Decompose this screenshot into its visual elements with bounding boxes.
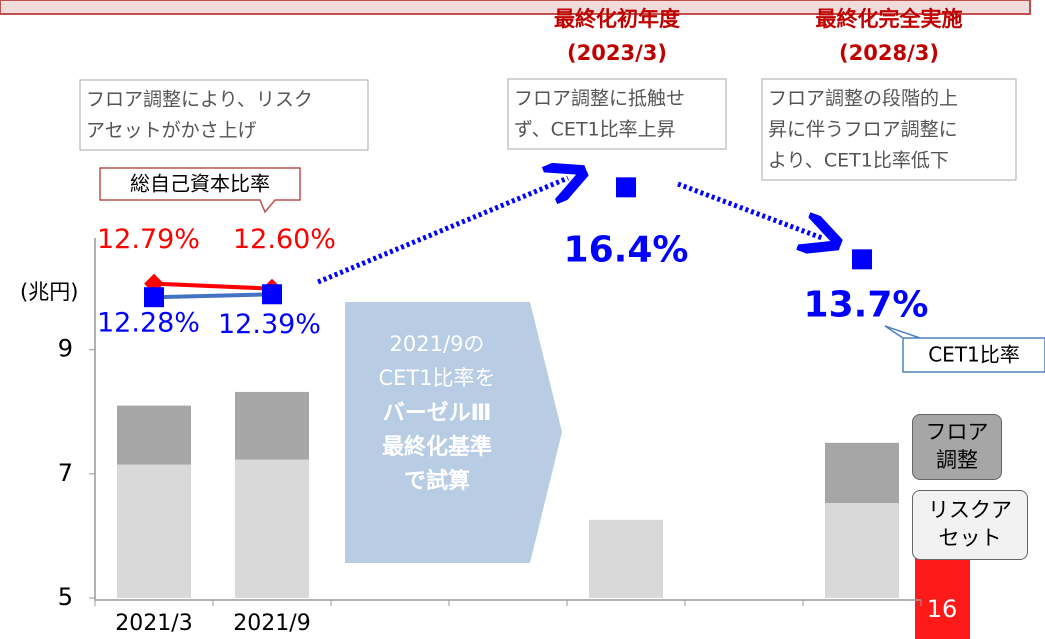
marker xyxy=(262,284,282,305)
bar xyxy=(825,503,899,598)
note-text: 昇に伴うフロア調整に xyxy=(768,119,958,141)
callout-box xyxy=(884,325,1045,373)
callout-text: CET1比率 xyxy=(928,343,1020,367)
value-label: 12.60% xyxy=(233,224,336,255)
value-label: 12.39% xyxy=(218,309,321,340)
ratio-line xyxy=(153,292,273,300)
marker xyxy=(616,177,636,198)
arrow-text-bold: バーゼルⅢ xyxy=(383,401,492,426)
legend-floor: フロア調整 xyxy=(912,414,1002,480)
value-label: 16.4% xyxy=(564,229,689,270)
bar xyxy=(235,459,309,598)
note-box xyxy=(507,78,727,150)
dotted-arrow xyxy=(677,181,822,238)
legend-text: フロア調整 xyxy=(925,420,989,472)
bar xyxy=(589,519,663,598)
x-tick-label: 2021/3 xyxy=(115,611,192,636)
y-tick-label: 9 xyxy=(58,335,73,363)
note-subtitle: (2023/3) xyxy=(567,41,667,65)
marker xyxy=(852,249,872,270)
callout-box xyxy=(99,167,301,214)
note-text: ず、CET1比率上昇 xyxy=(514,119,676,141)
y-tick-label: 5 xyxy=(58,583,73,611)
value-label: 12.28% xyxy=(97,308,200,339)
arrow-text-bold: で試算 xyxy=(404,468,470,494)
note-box xyxy=(761,78,1017,181)
banner xyxy=(0,0,1031,15)
value-label: 13.7% xyxy=(804,284,929,325)
y-tick-label: 7 xyxy=(58,459,73,487)
x-tick-label: 2021/9 xyxy=(233,611,310,636)
arrow-shape xyxy=(345,302,562,563)
value-label: 12.79% xyxy=(97,224,200,255)
bar xyxy=(117,464,191,598)
ratio-line xyxy=(153,281,273,291)
note-text: フロア調整に抵触せ xyxy=(514,88,685,110)
arrow-text: CET1比率を xyxy=(378,366,495,390)
legend-text: リスクアセット xyxy=(928,498,1012,550)
note-title: 最終化初年度 xyxy=(554,7,680,31)
callout-text: 総自己資本比率 xyxy=(130,172,270,196)
note-text: アセットがかさ上げ xyxy=(86,120,257,142)
bar xyxy=(825,442,899,504)
arrow-text-bold: 最終化基準 xyxy=(382,434,492,460)
note-text: フロア調整により、リスク xyxy=(86,89,313,111)
arrow-text: 2021/9の xyxy=(390,332,485,356)
marker xyxy=(144,287,164,308)
note-text: フロア調整の段階的上 xyxy=(768,88,958,110)
page-number-box xyxy=(915,558,970,639)
page-number: 16 xyxy=(927,595,958,623)
y-axis-label: (兆円) xyxy=(20,280,78,304)
legend-risk: リスクアセット xyxy=(912,490,1028,560)
note-subtitle: (2028/3) xyxy=(839,41,939,65)
dotted-arrow xyxy=(317,178,568,285)
note-title: 最終化完全実施 xyxy=(816,7,963,31)
note-box xyxy=(79,79,369,151)
bar xyxy=(235,391,309,460)
note-text: より、CET1比率低下 xyxy=(768,150,949,172)
bar xyxy=(117,405,191,465)
